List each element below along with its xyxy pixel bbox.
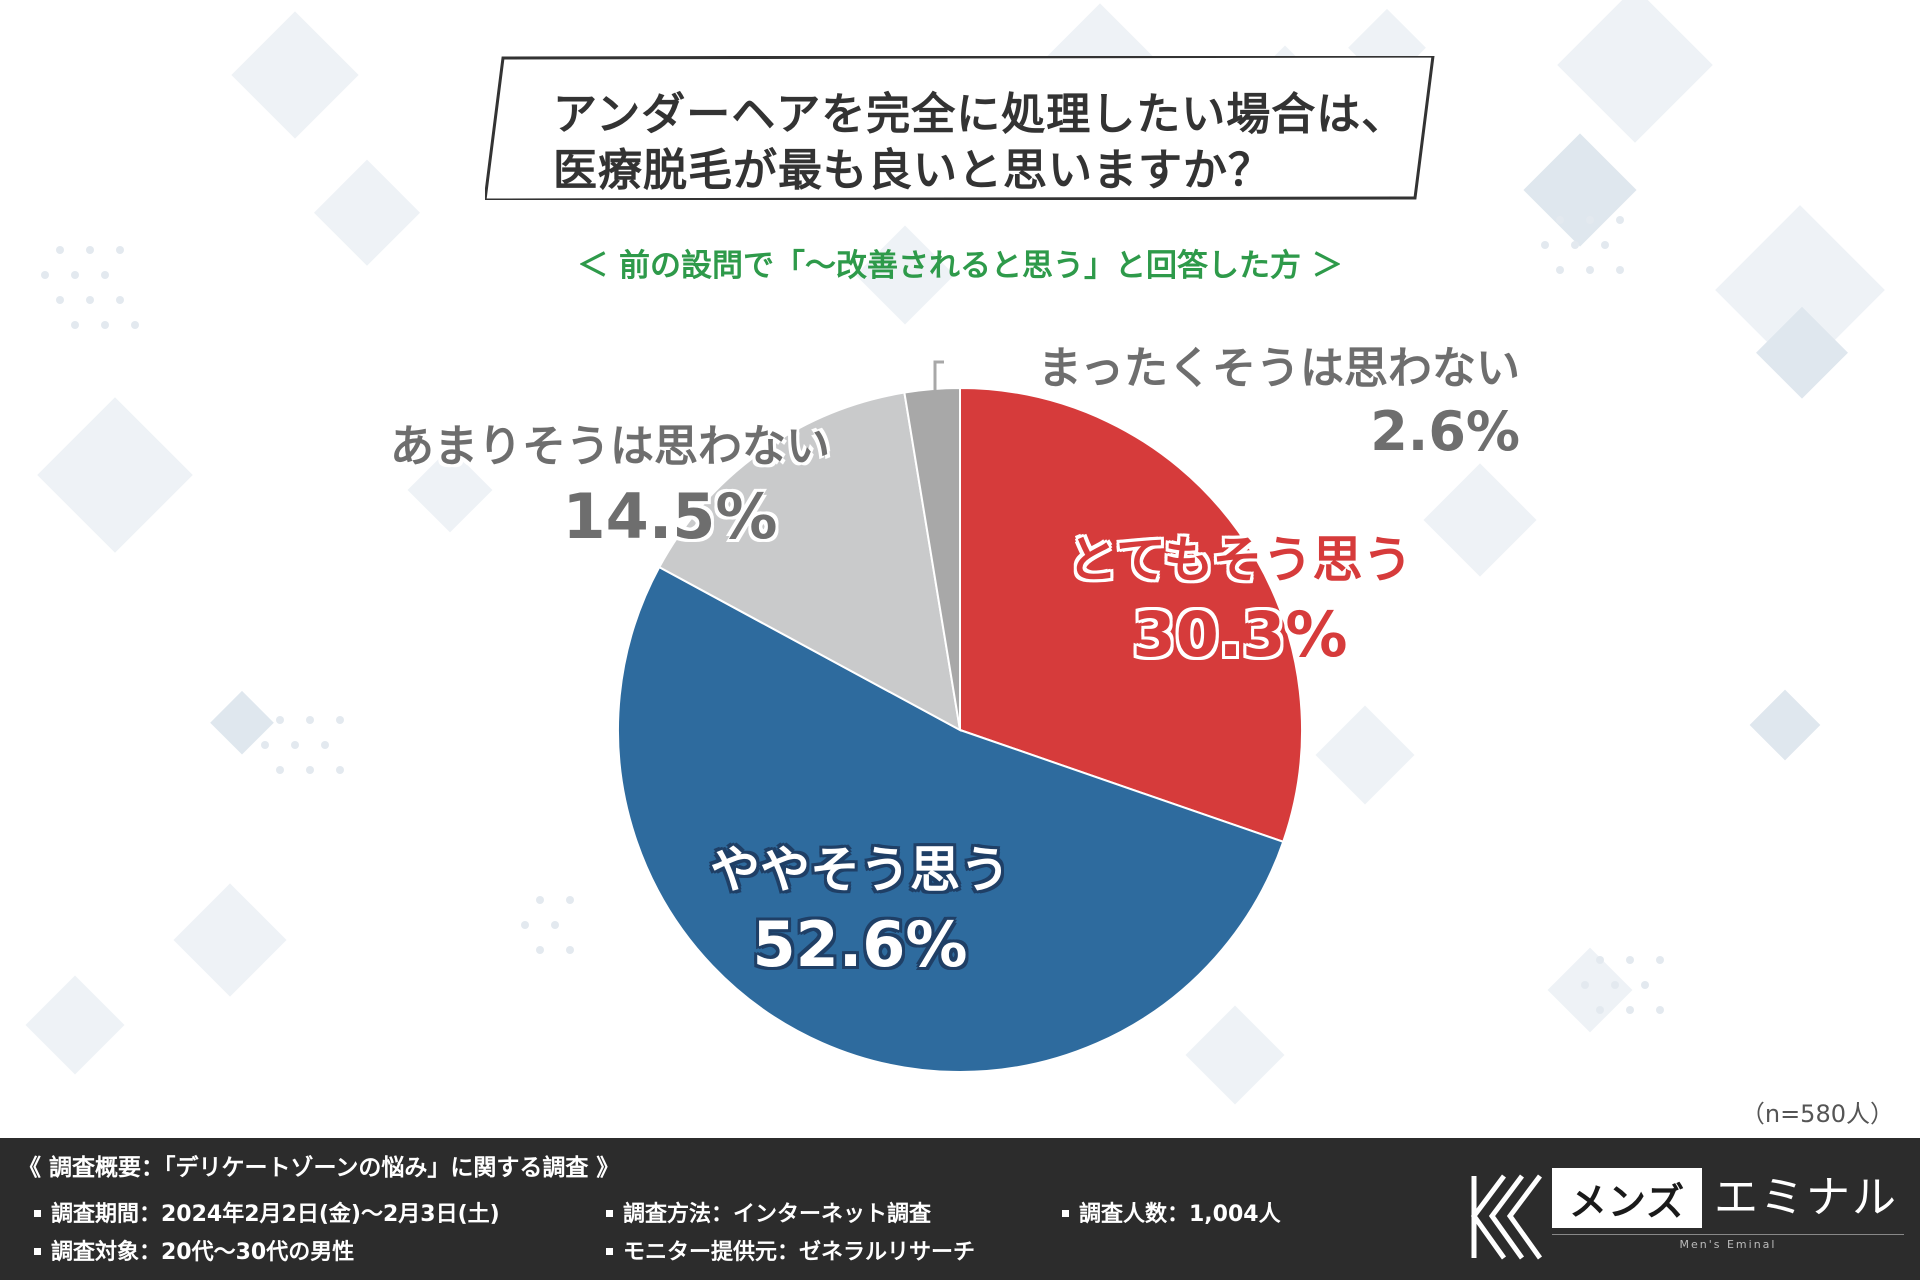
footer: 《 調査概要：「デリケートゾーンの悩み」に関する調査 》 調査期間：2024年2…	[0, 1138, 1920, 1280]
label-very-agree-text: とてもそう思う	[1067, 531, 1413, 589]
logo-box: メンズ	[1552, 1168, 1702, 1228]
title-box: アンダーヘアを完全に処理したい場合は、 医療脱毛が最も良いと思いますか？	[485, 56, 1435, 200]
survey-count: 調査人数：1,004人	[1062, 1196, 1281, 1228]
subtitle: ＜ 前の設問で「〜改善されると思う」と回答した方 ＞	[577, 248, 1343, 284]
label-not-really-pct: 14.5%	[562, 480, 778, 553]
survey-target: 調査対象：20代〜30代の男性	[34, 1234, 354, 1266]
slice-somewhat-agree	[616, 565, 1285, 1073]
survey-period: 調査期間：2024年2月2日(金)〜2月3日(土)	[34, 1196, 500, 1228]
logo-divider	[1552, 1234, 1904, 1235]
sample-size-note: （n=580人）	[1740, 1100, 1894, 1128]
title-frame	[485, 56, 1435, 200]
label-very-agree-pct: 30.3%	[1132, 598, 1348, 671]
title-line-2: 医療脱毛が最も良いと思いますか？	[553, 145, 1273, 196]
label-somewhat-agree-pct: 52.6%	[752, 908, 968, 981]
label-not-really: あまりそうは思わない 14.5%	[360, 410, 860, 553]
logo-name: エミナル	[1714, 1172, 1898, 1223]
survey-method: 調査方法：インターネット調査	[606, 1196, 931, 1228]
brand-logo: メンズ エミナル Men's Eminal	[1464, 1168, 1904, 1264]
survey-provider: モニター提供元：ゼネラルリサーチ	[606, 1234, 975, 1266]
label-somewhat-agree-text: ややそう思う	[710, 841, 1010, 899]
logo-subtext: Men's Eminal	[1679, 1238, 1777, 1251]
slice-very-agree	[959, 386, 1303, 844]
slice-not-at-all	[903, 386, 961, 731]
label-somewhat-agree: ややそう思う 52.6%	[690, 830, 1030, 981]
pie-chart	[616, 360, 1303, 1073]
label-very-agree: とてもそう思う 30.3%	[1060, 520, 1420, 671]
survey-title: 《 調査概要：「デリケートゾーンの悩み」に関する調査 》	[18, 1155, 620, 1181]
title-line-1: アンダーヘアを完全に処理したい場合は、	[553, 89, 1407, 140]
callout-line	[933, 360, 944, 390]
slice-not-really	[657, 391, 962, 732]
label-not-really-text: あまりそうは思わない	[390, 421, 830, 472]
label-not-at-all-pct: 2.6%	[1370, 400, 1520, 463]
label-not-at-all-text: まったくそうは思わない	[1037, 343, 1520, 394]
logo-mark-icon	[1470, 1174, 1543, 1260]
label-not-at-all: まったくそうは思わない 2.6%	[980, 332, 1520, 463]
